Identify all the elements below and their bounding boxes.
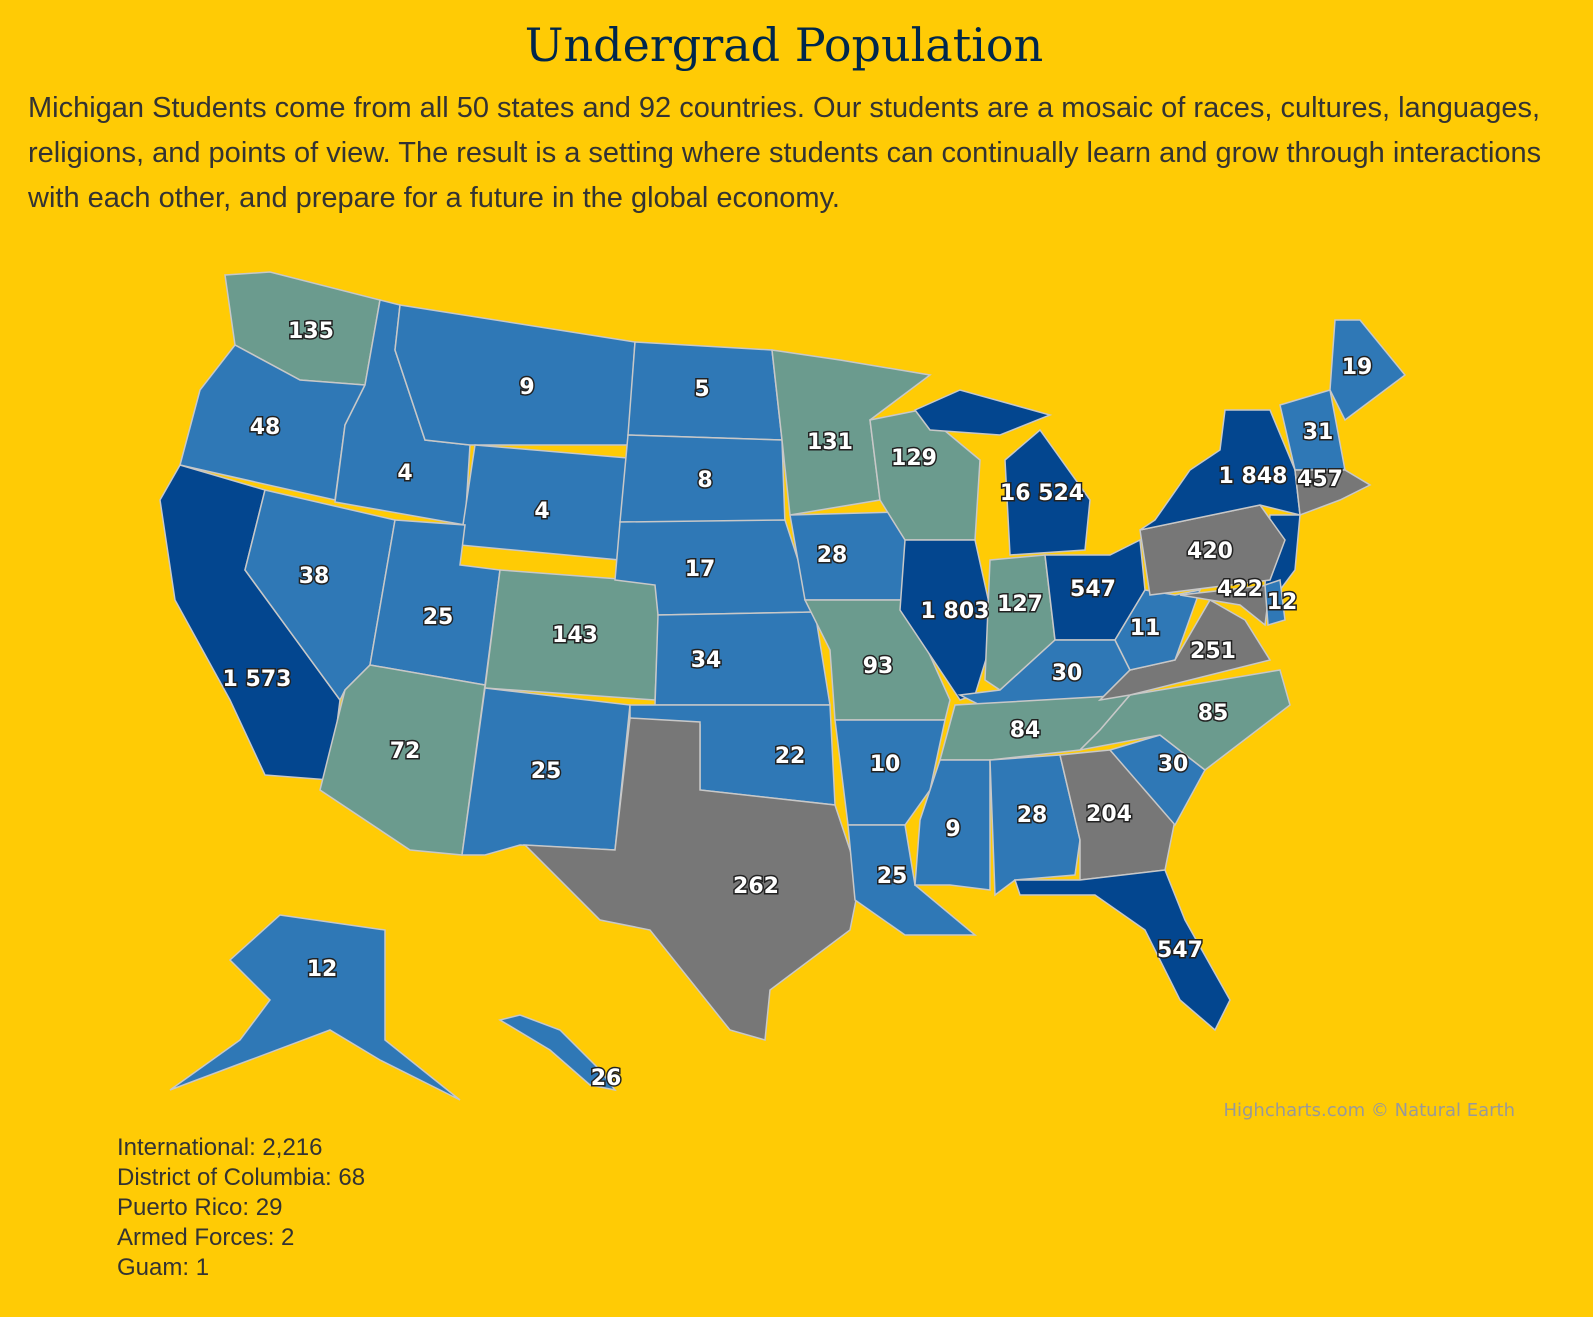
state-value-label: 547 xyxy=(1070,577,1116,602)
state-shape xyxy=(523,717,861,1041)
state-value-label: 25 xyxy=(423,605,454,630)
state-value-label: 93 xyxy=(863,654,894,679)
state-shape xyxy=(394,304,636,446)
state-value-label: 26 xyxy=(591,1066,622,1091)
state-value-label: 12 xyxy=(1267,590,1298,615)
state-value-label: 143 xyxy=(552,623,598,648)
state-shape xyxy=(1013,869,1231,1032)
state-value-label: 135 xyxy=(288,319,334,344)
note-line: Armed Forces: 2 xyxy=(117,1224,295,1251)
state-value-label: 28 xyxy=(817,543,848,568)
state-value-label: 1 573 xyxy=(223,667,292,692)
state-value-label: 131 xyxy=(807,430,853,455)
state-value-label: 127 xyxy=(997,592,1043,617)
notes: International: 2,216 District of Columbia… xyxy=(117,1133,365,1283)
state-shape xyxy=(1264,578,1286,626)
state-value-label: 30 xyxy=(1052,661,1083,686)
note-line: Puerto Rico: 29 xyxy=(117,1194,283,1221)
state-value-label: 25 xyxy=(877,864,908,889)
state-value-label: 85 xyxy=(1198,701,1229,726)
state-shape xyxy=(654,611,831,706)
state-shape xyxy=(1294,469,1372,517)
state-shape xyxy=(498,1014,617,1092)
state-value-label: 4 xyxy=(397,461,412,486)
state-value-label: 48 xyxy=(250,415,281,440)
state-value-label: 31 xyxy=(1303,420,1334,445)
state-value-label: 547 xyxy=(1157,938,1203,963)
state-value-label: 1 803 xyxy=(921,599,990,624)
state-value-label: 22 xyxy=(775,744,806,769)
state-value-label: 12 xyxy=(307,957,338,982)
credits: Highcharts.com © Natural Earth xyxy=(1223,1100,1515,1121)
state-value-label: 84 xyxy=(1010,718,1041,743)
state-value-label: 251 xyxy=(1190,639,1236,664)
state-value-label: 422 xyxy=(1217,577,1263,602)
state-value-label: 457 xyxy=(1297,467,1343,492)
state-value-label: 9 xyxy=(945,817,960,842)
state-value-label: 129 xyxy=(891,446,937,471)
state-value-label: 19 xyxy=(1342,355,1373,380)
state-shape xyxy=(913,389,1091,556)
state-value-label: 5 xyxy=(694,377,709,402)
state-shape xyxy=(1179,584,1271,627)
state-value-label: 262 xyxy=(733,874,779,899)
note-line: Guam: 1 xyxy=(117,1254,210,1281)
state-value-label: 8 xyxy=(697,468,712,493)
note-line: District of Columbia: 68 xyxy=(117,1164,366,1191)
state-value-label: 25 xyxy=(531,759,562,784)
state-value-label: 28 xyxy=(1017,803,1048,828)
state-value-label: 4 xyxy=(534,499,549,524)
subtitle: Michigan Students come from all 50 state… xyxy=(28,92,1542,214)
state-shape xyxy=(169,914,461,1101)
state-value-label: 72 xyxy=(390,739,421,764)
title: Undergrad Population xyxy=(524,18,1044,72)
state-value-label: 9 xyxy=(519,375,534,400)
state-value-label: 11 xyxy=(1130,616,1161,641)
state-shape xyxy=(834,719,946,826)
state-value-label: 1 848 xyxy=(1219,464,1288,489)
state-value-label: 34 xyxy=(691,648,722,673)
state-value-label: 10 xyxy=(870,752,901,777)
state-value-label: 30 xyxy=(1158,752,1189,777)
state-shape xyxy=(847,824,978,936)
note-line: International: 2,216 xyxy=(117,1134,323,1161)
state-shape xyxy=(1329,319,1407,422)
state-shape xyxy=(1139,409,1301,531)
state-value-label: 17 xyxy=(685,557,716,582)
state-value-label: 204 xyxy=(1086,802,1132,827)
state-value-label: 420 xyxy=(1187,539,1233,564)
state-value-label: 38 xyxy=(299,564,330,589)
state-shape xyxy=(1114,589,1202,671)
state-value-label: 16 524 xyxy=(1000,481,1084,506)
